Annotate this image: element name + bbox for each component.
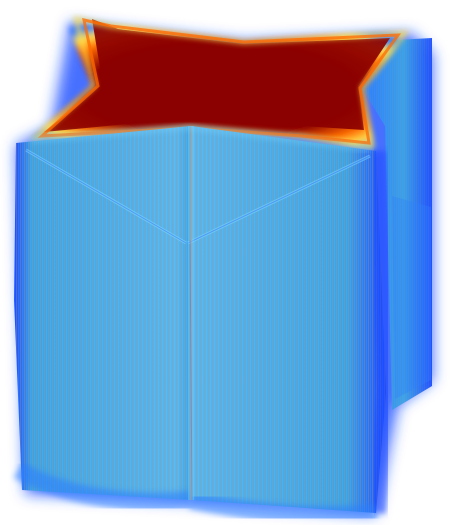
left-face (13, 126, 192, 511)
top-edge-highlight (29, 123, 371, 152)
right-face (187, 126, 397, 525)
center-seam (188, 126, 194, 501)
top-face (29, 16, 410, 150)
back-right-panel (362, 38, 432, 410)
